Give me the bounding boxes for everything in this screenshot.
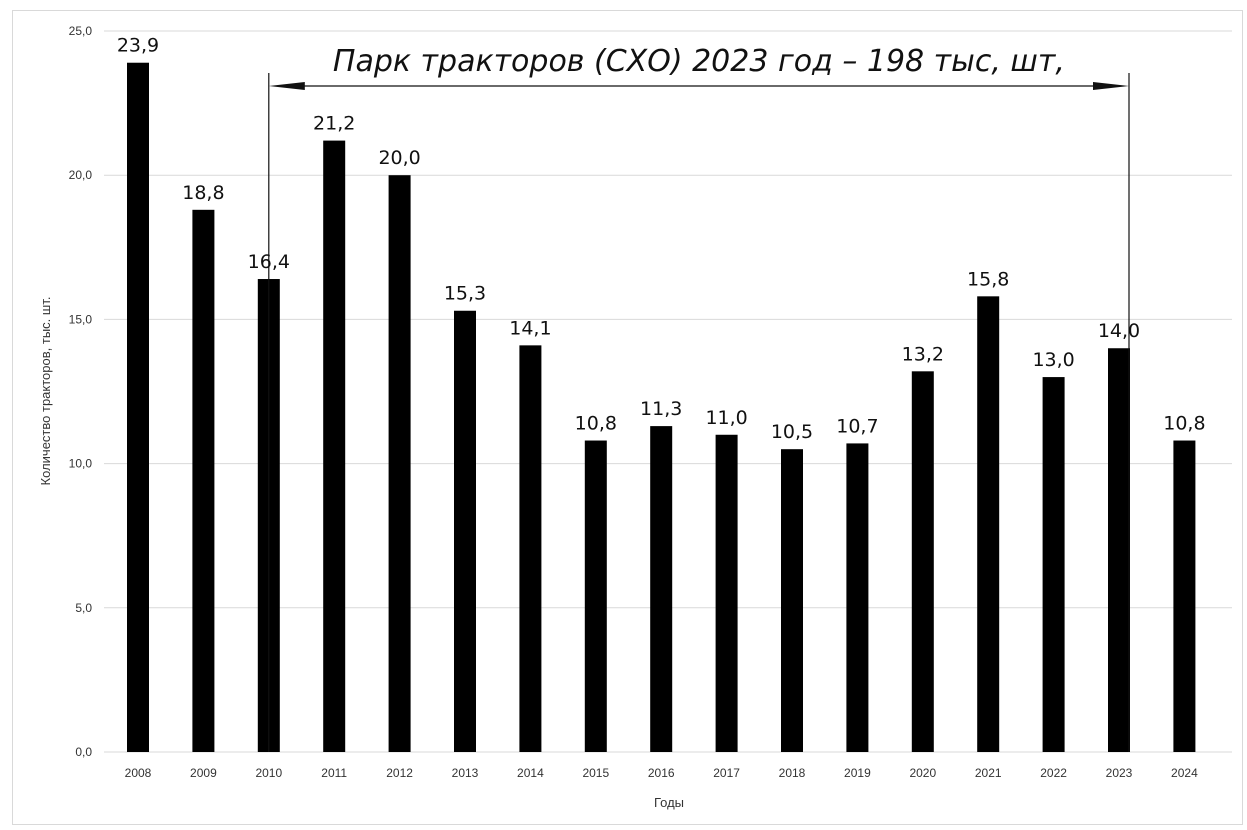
data-label-2019: 10,7 <box>836 415 878 437</box>
chart-frame <box>12 10 1243 825</box>
bar-2009 <box>192 209 215 753</box>
y-tick-label: 15,0 <box>69 312 93 326</box>
data-labels: 23,918,816,421,220,015,314,110,811,3 11,0… <box>117 35 1206 443</box>
data-label-2011: 21,2 <box>313 113 355 135</box>
annotation-arrowhead-right <box>1093 82 1129 90</box>
y-tick-label: 25,0 <box>69 24 93 38</box>
data-label-2017: 11,0 <box>705 407 747 429</box>
bar-2017 <box>715 434 738 752</box>
x-tick-label-2011: 2011 <box>321 766 347 780</box>
y-tick-label: 20,0 <box>69 168 93 182</box>
x-tick-label-2018: 2018 <box>779 766 806 780</box>
bar-2020 <box>911 371 934 752</box>
bar-2011 <box>323 140 346 753</box>
x-tick-label-2023: 2023 <box>1106 766 1133 780</box>
x-tick-label-2013: 2013 <box>452 766 479 780</box>
data-label-2014: 14,1 <box>509 317 551 339</box>
y-tick-label: 5,0 <box>75 601 92 615</box>
bar-2015 <box>584 440 607 752</box>
bar-2012 <box>388 175 411 752</box>
x-tick-label-2008: 2008 <box>125 766 152 780</box>
data-label-2015: 10,8 <box>575 413 617 435</box>
bar-2019 <box>846 443 869 752</box>
annotation: Парк тракторов (СХО) 2023 год – 198 тыс,… <box>268 44 1130 752</box>
bar-2013 <box>454 310 476 752</box>
x-tick-label-2017: 2017 <box>713 766 740 780</box>
bar-2016 <box>650 426 673 752</box>
data-label-2023: 14,0 <box>1098 320 1140 342</box>
x-tick-label-2010: 2010 <box>255 766 282 780</box>
bar-2022 <box>1042 377 1065 752</box>
x-tick-label-2019: 2019 <box>844 766 871 780</box>
bar-2008 <box>127 62 149 752</box>
data-label-2009: 18,8 <box>182 182 224 204</box>
data-label-2016: 11,3 <box>640 398 682 420</box>
x-tick-label-2016: 2016 <box>648 766 675 780</box>
data-label-2024: 10,8 <box>1163 413 1205 435</box>
bar-2014 <box>519 345 542 752</box>
x-tick-label-2012: 2012 <box>386 766 413 780</box>
annotation-arrowhead-left <box>268 82 305 90</box>
x-tick-labels: 2008 2009 2010 2011 2012 2013 2014 2015 2016 2017… <box>125 766 1198 780</box>
data-label-2018: 10,5 <box>771 421 813 443</box>
x-tick-label-2009: 2009 <box>190 766 217 780</box>
bar-2023 <box>1108 348 1130 752</box>
data-label-2012: 20,0 <box>378 147 420 169</box>
bar-2018 <box>781 449 803 752</box>
x-tick-label-2021: 2021 <box>975 766 1002 780</box>
data-label-2020: 13,2 <box>902 343 944 365</box>
bars <box>127 62 1196 753</box>
data-label-2022: 13,0 <box>1032 349 1074 371</box>
data-label-2008: 23,9 <box>117 35 159 57</box>
annotation-text: Парк тракторов (СХО) 2023 год – 198 тыс,… <box>333 44 1065 79</box>
x-tick-label-2015: 2015 <box>582 766 609 780</box>
x-tick-label-2014: 2014 <box>517 766 544 780</box>
y-tick-labels: 0,0 5,0 10,0 15,0 20,0 25,0 <box>69 24 93 759</box>
x-tick-label-2022: 2022 <box>1040 766 1067 780</box>
data-label-2013: 15,3 <box>444 283 486 305</box>
y-tick-label: 0,0 <box>75 745 92 759</box>
x-axis-title: Годы <box>654 795 684 810</box>
y-tick-label: 10,0 <box>69 457 93 471</box>
x-tick-label-2020: 2020 <box>909 766 936 780</box>
bar-2024 <box>1173 440 1196 752</box>
data-label-2021: 15,8 <box>967 268 1009 290</box>
bar-2021 <box>977 296 1000 752</box>
y-axis-title: Количество тракторов, тыс. шт. <box>38 297 53 486</box>
x-tick-label-2024: 2024 <box>1171 766 1198 780</box>
